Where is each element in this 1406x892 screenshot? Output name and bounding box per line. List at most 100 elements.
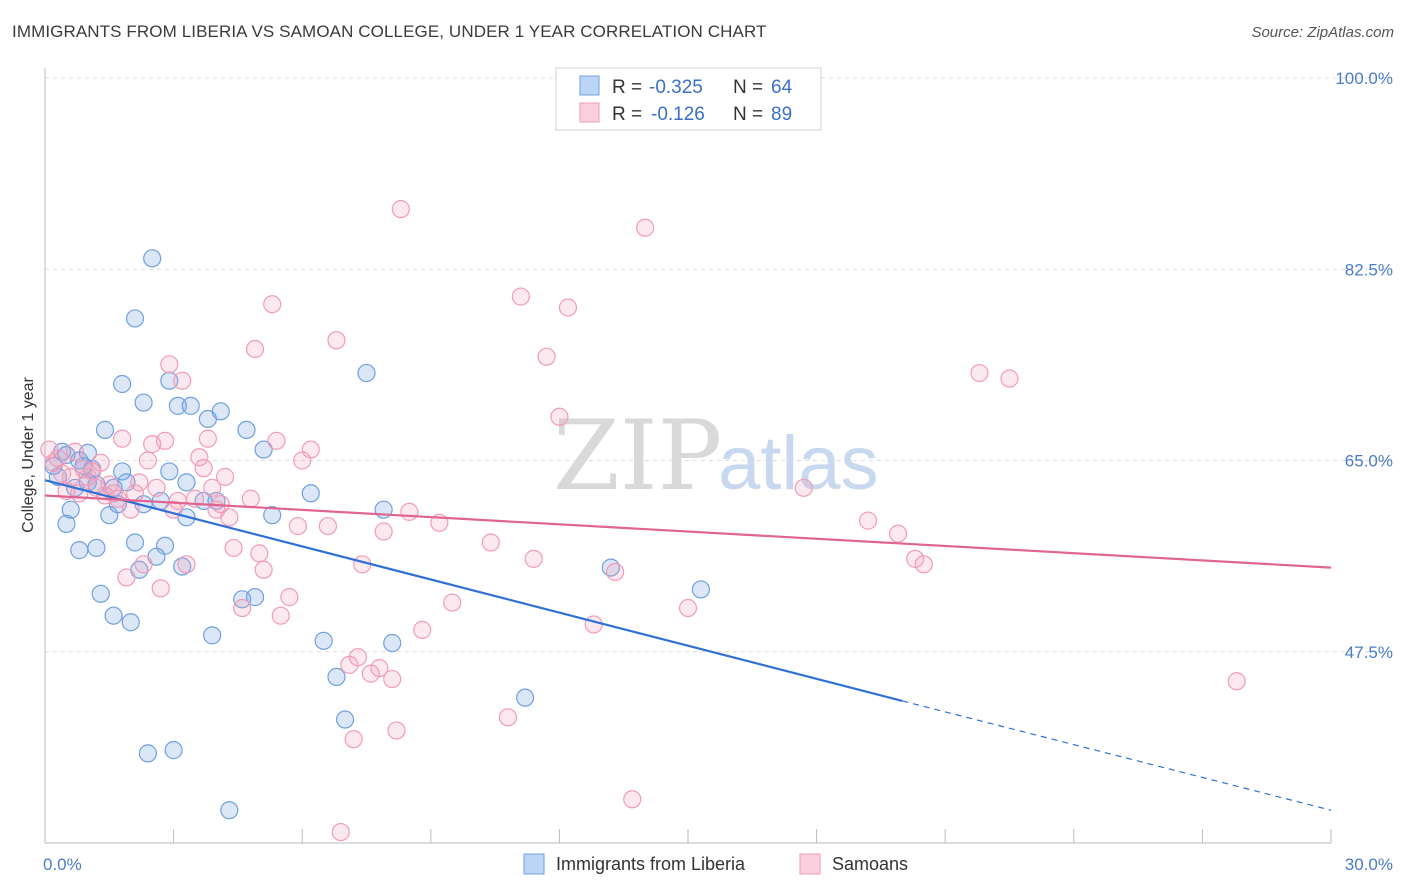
point-samoans: [233, 598, 252, 618]
point-samoans: [198, 429, 217, 448]
point-liberia: [113, 374, 132, 394]
point-samoans: [481, 533, 500, 552]
point-liberia: [113, 462, 132, 481]
point-liberia: [61, 500, 80, 519]
axes: [44, 68, 1332, 844]
legend-n-value-liberia: 64: [771, 77, 793, 98]
point-samoans: [413, 620, 432, 639]
point-samoans: [301, 440, 320, 459]
bottom-legend-label-liberia: Immigrants from Liberia: [556, 854, 746, 874]
point-liberia: [237, 420, 256, 439]
point-liberia: [301, 484, 320, 503]
point-samoans: [147, 478, 166, 497]
point-liberia: [138, 744, 157, 763]
point-samoans: [215, 467, 235, 486]
point-samoans: [160, 355, 179, 374]
point-samoans: [374, 522, 393, 541]
point-samoans: [794, 478, 813, 497]
point-samoans: [168, 491, 187, 511]
point-samoans: [177, 555, 196, 574]
point-samoans: [498, 708, 518, 727]
y-tick-label: 100.0%: [1335, 69, 1393, 88]
point-samoans: [151, 579, 170, 598]
point-samoans: [245, 339, 265, 359]
y-tick-labels: 47.5% 65.0% 82.5% 100.0%: [1335, 69, 1393, 662]
point-samoans: [1227, 672, 1246, 691]
point-liberia: [134, 393, 153, 412]
point-liberia: [327, 667, 346, 686]
point-liberia: [314, 631, 333, 650]
point-samoans: [100, 475, 119, 494]
point-liberia: [143, 249, 162, 268]
legend-n-label-samoans: N =: [733, 104, 763, 125]
x-tick-label-start: 0.0%: [43, 855, 82, 874]
point-liberia: [57, 514, 76, 533]
point-liberia: [203, 626, 222, 645]
point-liberia: [160, 462, 179, 481]
trend-line-samoans: [44, 494, 1332, 569]
legend-r-label-samoans: R =: [612, 104, 642, 125]
chart-title: IMMIGRANTS FROM LIBERIA VS SAMOAN COLLEG…: [12, 22, 767, 41]
x-tick-label-end: 30.0%: [1345, 855, 1393, 874]
point-liberia: [121, 613, 140, 632]
bottom-legend-swatch-samoans: [799, 853, 821, 875]
point-liberia: [91, 584, 110, 603]
point-samoans: [263, 295, 282, 314]
legend-n-value-samoans: 89: [771, 104, 792, 125]
point-samoans: [190, 448, 209, 467]
grid-lines: [45, 77, 1391, 653]
point-samoans: [250, 544, 269, 563]
data-points: [40, 200, 1246, 842]
point-samoans: [194, 459, 213, 478]
point-liberia: [383, 633, 402, 653]
legend-r-value-liberia: -0.325: [649, 77, 703, 98]
point-samoans: [220, 508, 239, 527]
point-samoans: [400, 502, 419, 521]
point-liberia: [211, 402, 230, 421]
point-samoans: [387, 721, 406, 740]
point-liberia: [516, 688, 535, 707]
point-samoans: [370, 659, 389, 678]
y-axis-label: College, Under 1 year: [20, 377, 37, 533]
point-samoans: [271, 606, 290, 625]
point-samoans: [584, 615, 603, 634]
trend-line-liberia-extension: [902, 700, 1332, 811]
point-samoans: [327, 331, 346, 350]
point-samoans: [267, 431, 286, 450]
point-samoans: [280, 588, 299, 607]
point-liberia: [181, 396, 200, 415]
point-samoans: [558, 298, 578, 317]
point-samoans: [348, 648, 368, 667]
point-liberia: [263, 506, 282, 525]
point-liberia: [95, 420, 115, 439]
legend-r-label-liberia: R =: [612, 77, 642, 98]
point-liberia: [104, 606, 123, 625]
point-liberia: [691, 580, 710, 599]
point-samoans: [318, 516, 338, 536]
point-samoans: [511, 287, 530, 306]
point-liberia: [87, 538, 106, 558]
y-tick-label: 82.5%: [1345, 260, 1393, 279]
point-samoans: [134, 555, 153, 574]
trend-line-liberia: [44, 479, 903, 702]
point-samoans: [125, 484, 145, 503]
point-samoans: [391, 200, 410, 219]
point-samoans: [254, 560, 273, 579]
point-samoans: [606, 562, 625, 582]
watermark-zip: ZIP: [553, 400, 722, 512]
point-samoans: [636, 218, 655, 237]
point-samoans: [858, 511, 878, 530]
point-samoans: [288, 516, 308, 536]
point-samoans: [383, 669, 402, 689]
point-samoans: [203, 478, 222, 497]
point-liberia: [254, 440, 273, 459]
point-liberia: [125, 533, 145, 552]
point-liberia: [357, 363, 376, 383]
point-samoans: [241, 489, 260, 508]
point-liberia: [70, 541, 89, 560]
point-liberia: [220, 801, 239, 820]
point-liberia: [335, 710, 355, 729]
point-liberia: [160, 371, 179, 390]
point-samoans: [888, 524, 908, 543]
point-samoans: [344, 730, 363, 749]
